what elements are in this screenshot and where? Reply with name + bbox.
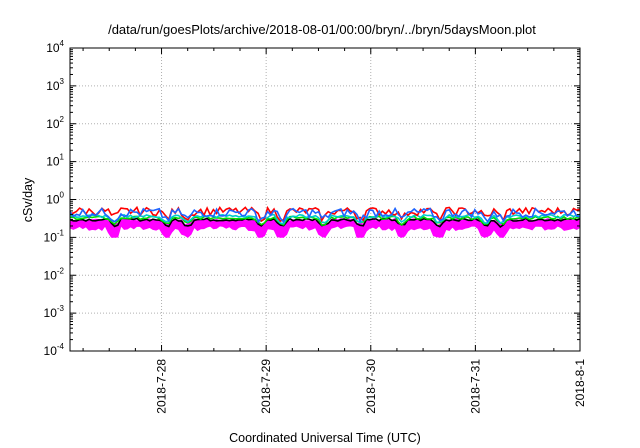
y-axis-label: cSv/day (21, 177, 35, 222)
y-tick-label: 102 (46, 115, 64, 131)
series-line (69, 206, 581, 224)
y-tick-label: 101 (46, 153, 64, 169)
grid (70, 48, 580, 351)
y-tick-label: 10-2 (44, 266, 65, 282)
y-tick-label: 103 (46, 77, 64, 93)
series-group (69, 205, 581, 238)
x-tick-label: 2018-7-30 (364, 359, 378, 414)
y-tick-label: 100 (46, 191, 64, 207)
x-tick-label: 2018-8-1 (573, 359, 587, 407)
y-axis-ticks: 10-4 10-3 10-2 10-1 100 101 102 103 104 (44, 39, 580, 358)
series-line (69, 213, 581, 225)
x-tick-label: 2018-7-31 (468, 359, 482, 414)
y-tick-label: 10-3 (44, 304, 65, 320)
x-axis-ticks: 2018-7-28 2018-7-29 2018-7-30 2018-7-31 2018… (82, 48, 587, 414)
x-tick-label: 2018-7-29 (259, 359, 273, 414)
y-tick-label: 10-4 (44, 342, 65, 358)
x-axis-label: Coordinated Universal Time (UTC) (229, 431, 421, 445)
y-tick-label: 10-1 (44, 228, 65, 244)
x-tick-label: 2018-7-28 (155, 359, 169, 414)
chart-title: /data/run/goesPlots/archive/2018-08-01/0… (108, 22, 536, 37)
y-tick-label: 104 (46, 39, 64, 55)
